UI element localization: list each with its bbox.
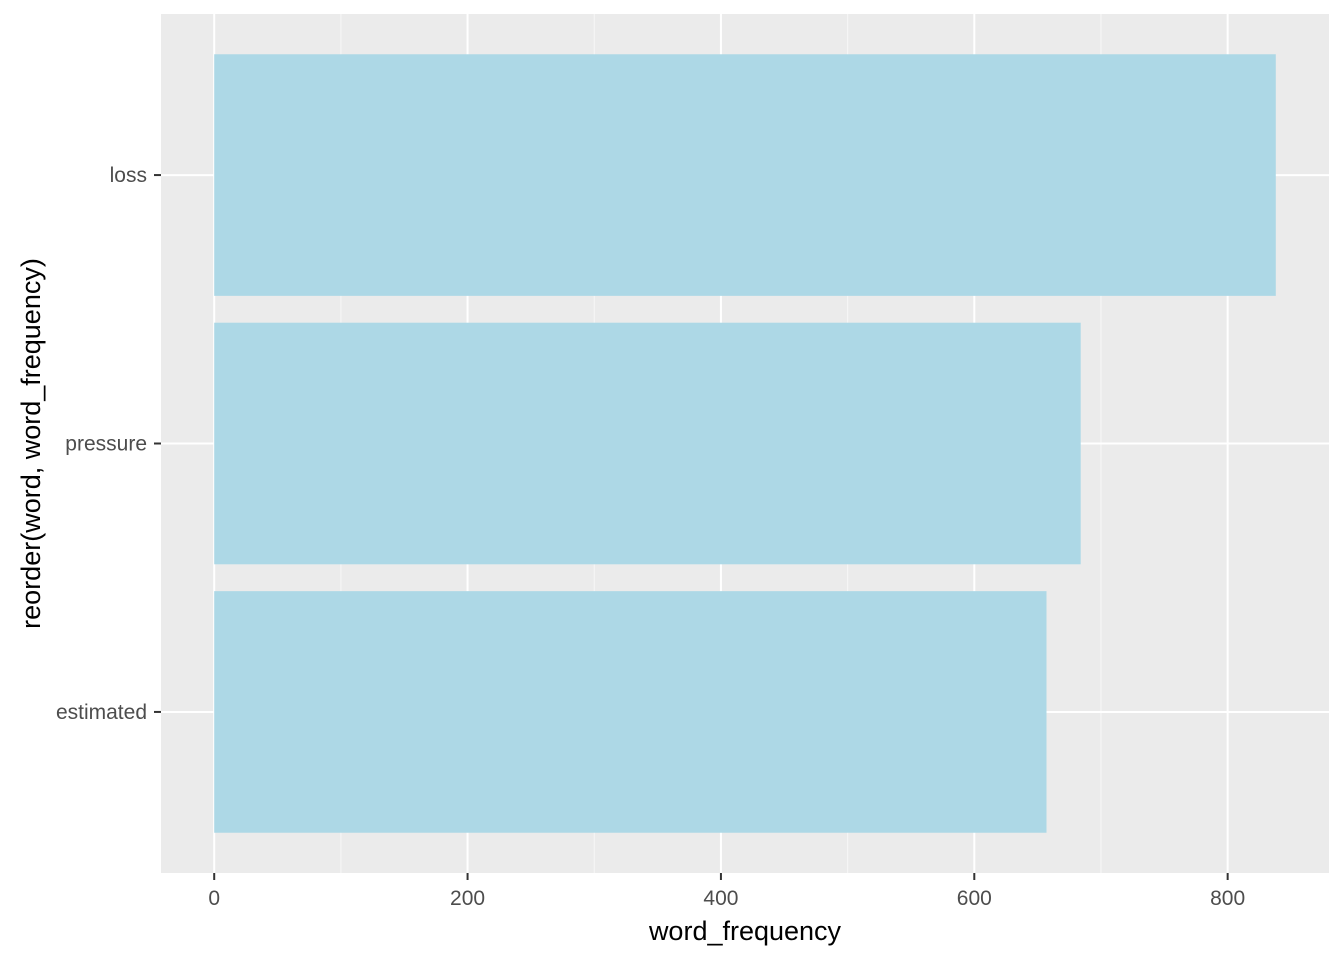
x-tick-label: 800 (1210, 887, 1245, 910)
y-tick-label: estimated (56, 701, 147, 724)
bar-pressure (214, 322, 1081, 565)
y-axis-title: reorder(word, word_frequency) (16, 258, 46, 629)
bars (214, 54, 1276, 833)
x-axis-title: word_frequency (648, 916, 842, 946)
y-tick-label: loss (110, 164, 147, 187)
bar-loss (214, 54, 1276, 296)
x-axis: 0 200 400 600 800 (208, 873, 1245, 910)
y-axis: loss pressure estimated (56, 164, 161, 724)
x-tick-label: 400 (703, 887, 738, 910)
bar-estimated (214, 591, 1047, 833)
y-tick-label: pressure (65, 433, 147, 456)
x-tick-label: 200 (450, 887, 485, 910)
x-tick-label: 0 (208, 887, 220, 910)
x-tick-label: 600 (957, 887, 992, 910)
